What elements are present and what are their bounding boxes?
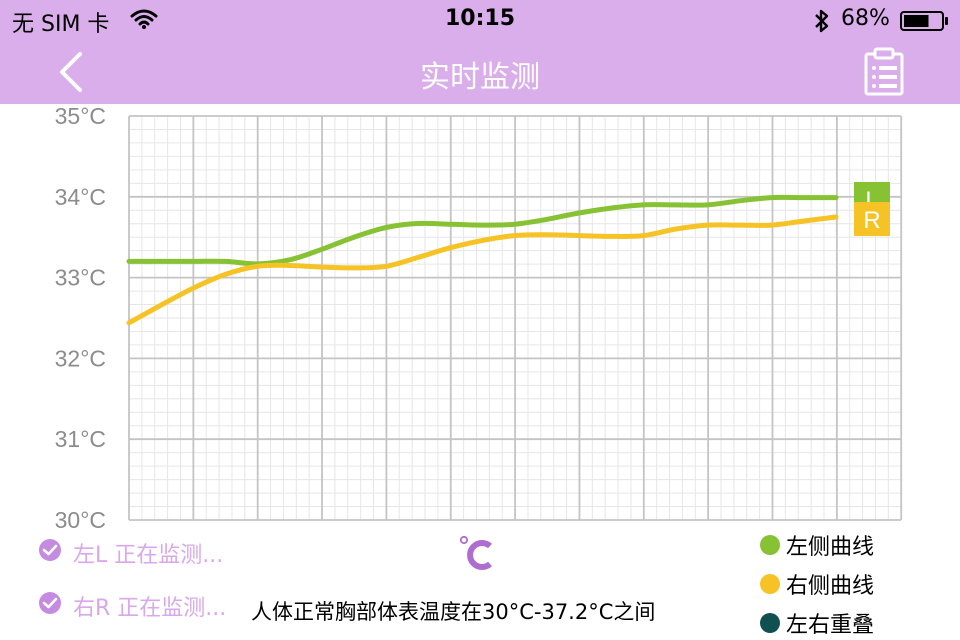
legend-swatch xyxy=(760,613,780,633)
y-tick-label: 31°C xyxy=(55,426,106,452)
temperature-hint: 人体正常胸部体表温度在30°C-37.2°C之间 xyxy=(251,600,656,624)
left-sensor-status-label: 左L 正在监测... xyxy=(73,543,224,568)
report-button[interactable] xyxy=(862,46,906,98)
bluetooth-icon xyxy=(812,8,832,38)
y-tick-label: 35°C xyxy=(55,104,106,129)
status-bar: 无 SIM 卡 10:15 68% xyxy=(0,0,960,40)
chart-series xyxy=(126,194,839,326)
right-sensor-status-label: 右R 正在监测... xyxy=(73,596,227,621)
legend-label: 左右重叠 xyxy=(786,613,875,638)
legend-label: 右侧曲线 xyxy=(786,574,875,599)
series-end-labels: LR xyxy=(854,182,890,236)
legend-swatch xyxy=(760,574,780,594)
wifi-icon xyxy=(130,8,158,34)
legend-overlap: 左右重叠 xyxy=(760,607,874,639)
carrier-label: 无 SIM 卡 xyxy=(12,12,110,37)
battery-icon xyxy=(900,11,950,35)
nav-bar: 实时监测 xyxy=(0,40,960,104)
chart-grid-major xyxy=(128,115,903,521)
back-button[interactable] xyxy=(52,50,92,94)
y-tick-label: 32°C xyxy=(55,345,106,371)
celsius-icon[interactable] xyxy=(458,534,498,578)
y-axis-ticks: 35°C 34°C 33°C 32°C 31°C 30°C xyxy=(55,104,106,528)
chevron-left-icon xyxy=(60,52,82,92)
legend-right-curve: 右侧曲线 xyxy=(760,568,874,600)
clipboard-report-icon xyxy=(864,47,904,96)
check-circle-icon xyxy=(38,591,62,621)
legend-left-curve: 左侧曲线 xyxy=(760,529,874,561)
y-tick-label: 30°C xyxy=(55,507,106,528)
series-end-badge-r xyxy=(854,202,890,236)
legend-label: 左侧曲线 xyxy=(786,535,875,560)
page-title: 实时监测 xyxy=(420,60,540,95)
series-line-l xyxy=(126,194,839,267)
temperature-chart: 35°C 34°C 33°C 32°C 31°C 30°C LR xyxy=(55,104,903,528)
series-line-r xyxy=(126,214,839,326)
left-sensor-status: 左L 正在监测... xyxy=(38,537,223,569)
check-circle-icon xyxy=(38,538,62,568)
series-end-label-r: R xyxy=(863,207,880,234)
y-tick-label: 33°C xyxy=(55,265,106,291)
right-sensor-status: 右R 正在监测... xyxy=(38,590,226,622)
legend-swatch xyxy=(760,535,780,555)
y-tick-label: 34°C xyxy=(55,184,106,210)
battery-percent: 68% xyxy=(841,6,890,31)
